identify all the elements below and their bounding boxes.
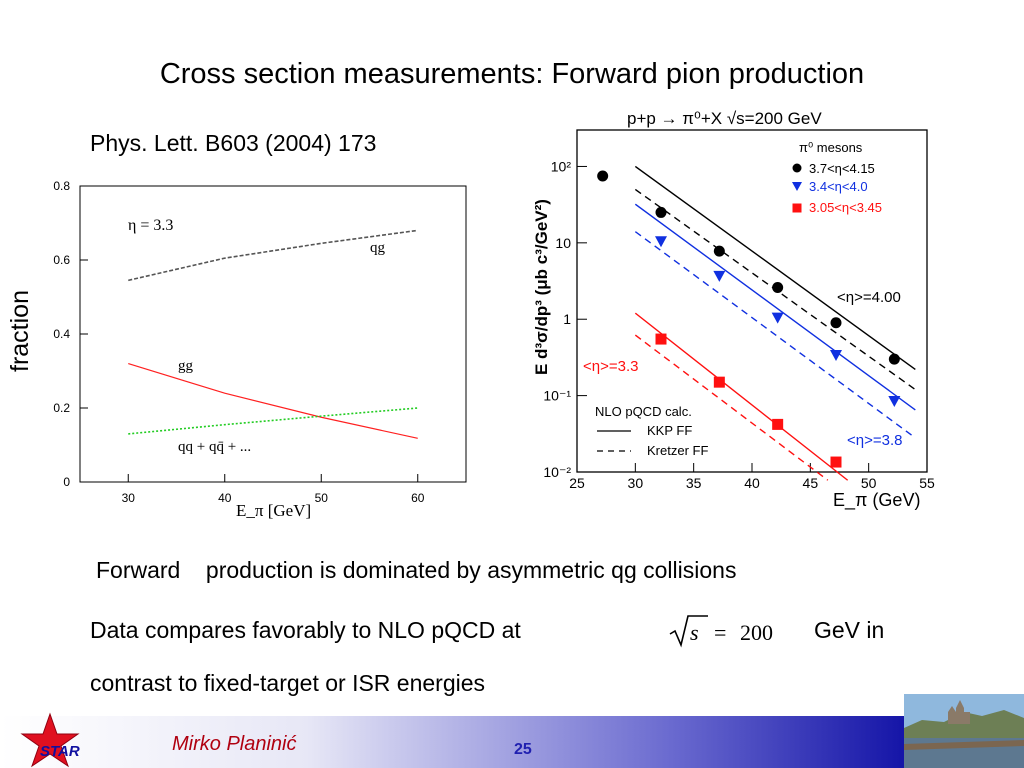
eta-3-8-annotation: <η>=3.8 [847, 432, 902, 449]
left-series-line-1 [128, 363, 418, 439]
calc-legend-title: NLO pQCD calc. [595, 404, 692, 419]
fraction-chart-xlabel: E_π [GeV] [236, 501, 311, 520]
right-y-tick-label: 1 [563, 311, 571, 327]
fraction-chart: 30 40 50 60 0 0.2 0.4 0.6 0.8 η = 3.3 qg gg qq … [53, 179, 467, 520]
left-y-tick-label: 0.8 [53, 179, 70, 193]
left-y-tick-label: 0.2 [53, 401, 70, 415]
photo-castle [948, 700, 970, 724]
sqrt-value: 200 [740, 620, 773, 645]
bullet-forward-left: Forward [96, 557, 181, 583]
data-point-triangle [888, 396, 901, 408]
eta-annotation: η = 3.3 [128, 217, 173, 234]
bullet-forward: Forward production is dominated by asymm… [96, 557, 736, 584]
star-logo-shape [20, 712, 80, 768]
fraction-axis-label: fraction [6, 290, 34, 372]
nlo-curve-4 [634, 312, 849, 481]
prague-photo [904, 694, 1024, 768]
reference-citation: Phys. Lett. B603 (2004) 173 [90, 130, 377, 156]
data-point-circle [655, 206, 667, 218]
sqrt-radical-sign [669, 615, 708, 648]
page-number: 25 [514, 741, 532, 758]
legend-marker-triangle [792, 182, 802, 191]
right-x-tick-label: 45 [803, 475, 819, 491]
right-y-tick-label: 10⁻² [543, 464, 571, 480]
right-y-tick-label: 10⁻¹ [543, 388, 571, 404]
sqrt-s-formula: s = 200 [669, 615, 773, 648]
bullet-forward-right: production is dominated by asymmetric qg… [205, 557, 737, 583]
data-point-circle [713, 245, 725, 257]
data-point-triangle [713, 270, 726, 282]
left-y-tick-label: 0.6 [53, 253, 70, 267]
data-point-circle [772, 282, 784, 294]
cross-section-chart-xlabel: E_π (GeV) [833, 490, 920, 511]
legend-title: π⁰ mesons [799, 140, 863, 155]
left-x-tick-label: 60 [411, 491, 425, 505]
right-x-tick-label: 35 [686, 475, 702, 491]
left-y-tick-label: 0 [63, 475, 70, 489]
nlo-curve-5 [634, 334, 829, 481]
cross-section-chart: p+p → π⁰+X √s=200 GeV 25 30 35 40 45 50 55 10⁻… [532, 109, 935, 511]
data-point-square [772, 418, 784, 430]
data-point-triangle [771, 312, 784, 324]
right-x-tick-label: 50 [861, 475, 877, 491]
data-point-triangle [655, 236, 667, 248]
photo-bridge [904, 740, 1024, 750]
data-point-triangle [830, 350, 842, 362]
bullet-contrast: contrast to fixed-target or ISR energies [90, 670, 486, 696]
author-name: Mirko Planinić [172, 733, 297, 755]
data-point-circle [830, 317, 842, 329]
left-series-line-2 [128, 407, 418, 435]
data-point-square [830, 456, 842, 468]
right-x-tick-label: 30 [628, 475, 644, 491]
data-point-circle [597, 170, 609, 182]
data-point-circle [888, 353, 900, 365]
qg-series-label: qg [370, 240, 386, 256]
data-point-square [713, 376, 725, 388]
calc-legend-kretzer: Kretzer FF [647, 443, 708, 458]
right-x-tick-label: 40 [744, 475, 760, 491]
cross-section-chart-ylabel: E d³σ/dp³ (μb c³/GeV²) [532, 199, 551, 375]
sqrt-variable: s [690, 620, 699, 645]
right-y-tick-label: 10² [551, 158, 572, 174]
bullet-comparison-continued: GeV in [814, 617, 885, 643]
left-series-line-0 [128, 229, 418, 282]
left-y-tick-label: 0.4 [53, 327, 70, 341]
right-x-tick-label: 55 [919, 475, 935, 491]
nlo-curve-3 [634, 231, 916, 439]
star-logo-text: STAR [40, 743, 80, 760]
data-point-square [655, 333, 667, 345]
nlo-curve-2 [634, 203, 916, 411]
right-x-tick-label: 25 [569, 475, 585, 491]
slide-title: Cross section measurements: Forward pion… [159, 58, 865, 90]
footer-bar [0, 716, 1024, 768]
calc-legend-kkp: KKP FF [647, 423, 692, 438]
legend-marker-circle [792, 163, 802, 173]
left-x-tick-label: 30 [122, 491, 136, 505]
nlo-curve-0 [634, 165, 916, 371]
legend-marker-square [792, 203, 802, 213]
eta-3-3-annotation: <η>=3.3 [583, 358, 638, 375]
eta-4-00-annotation: <η>=4.00 [837, 289, 901, 306]
star-logo: STAR [20, 712, 80, 768]
sqrt-equals: = [714, 620, 726, 645]
bullet-comparison: Data compares favorably to NLO pQCD at [90, 617, 521, 643]
legend-entry-3: 3.05<η<3.45 [809, 200, 882, 215]
left-x-tick-label: 50 [315, 491, 329, 505]
cross-section-chart-title: p+p → π⁰+X √s=200 GeV [627, 109, 822, 128]
left-x-tick-label: 40 [218, 491, 232, 505]
legend-entry-2: 3.4<η<4.0 [809, 179, 868, 194]
gg-series-label: gg [178, 358, 194, 374]
right-y-tick-label: 10 [555, 235, 571, 251]
legend-entry-1: 3.7<η<4.15 [809, 161, 875, 176]
qq-series-label: qq + qq̄ + ... [178, 439, 251, 455]
